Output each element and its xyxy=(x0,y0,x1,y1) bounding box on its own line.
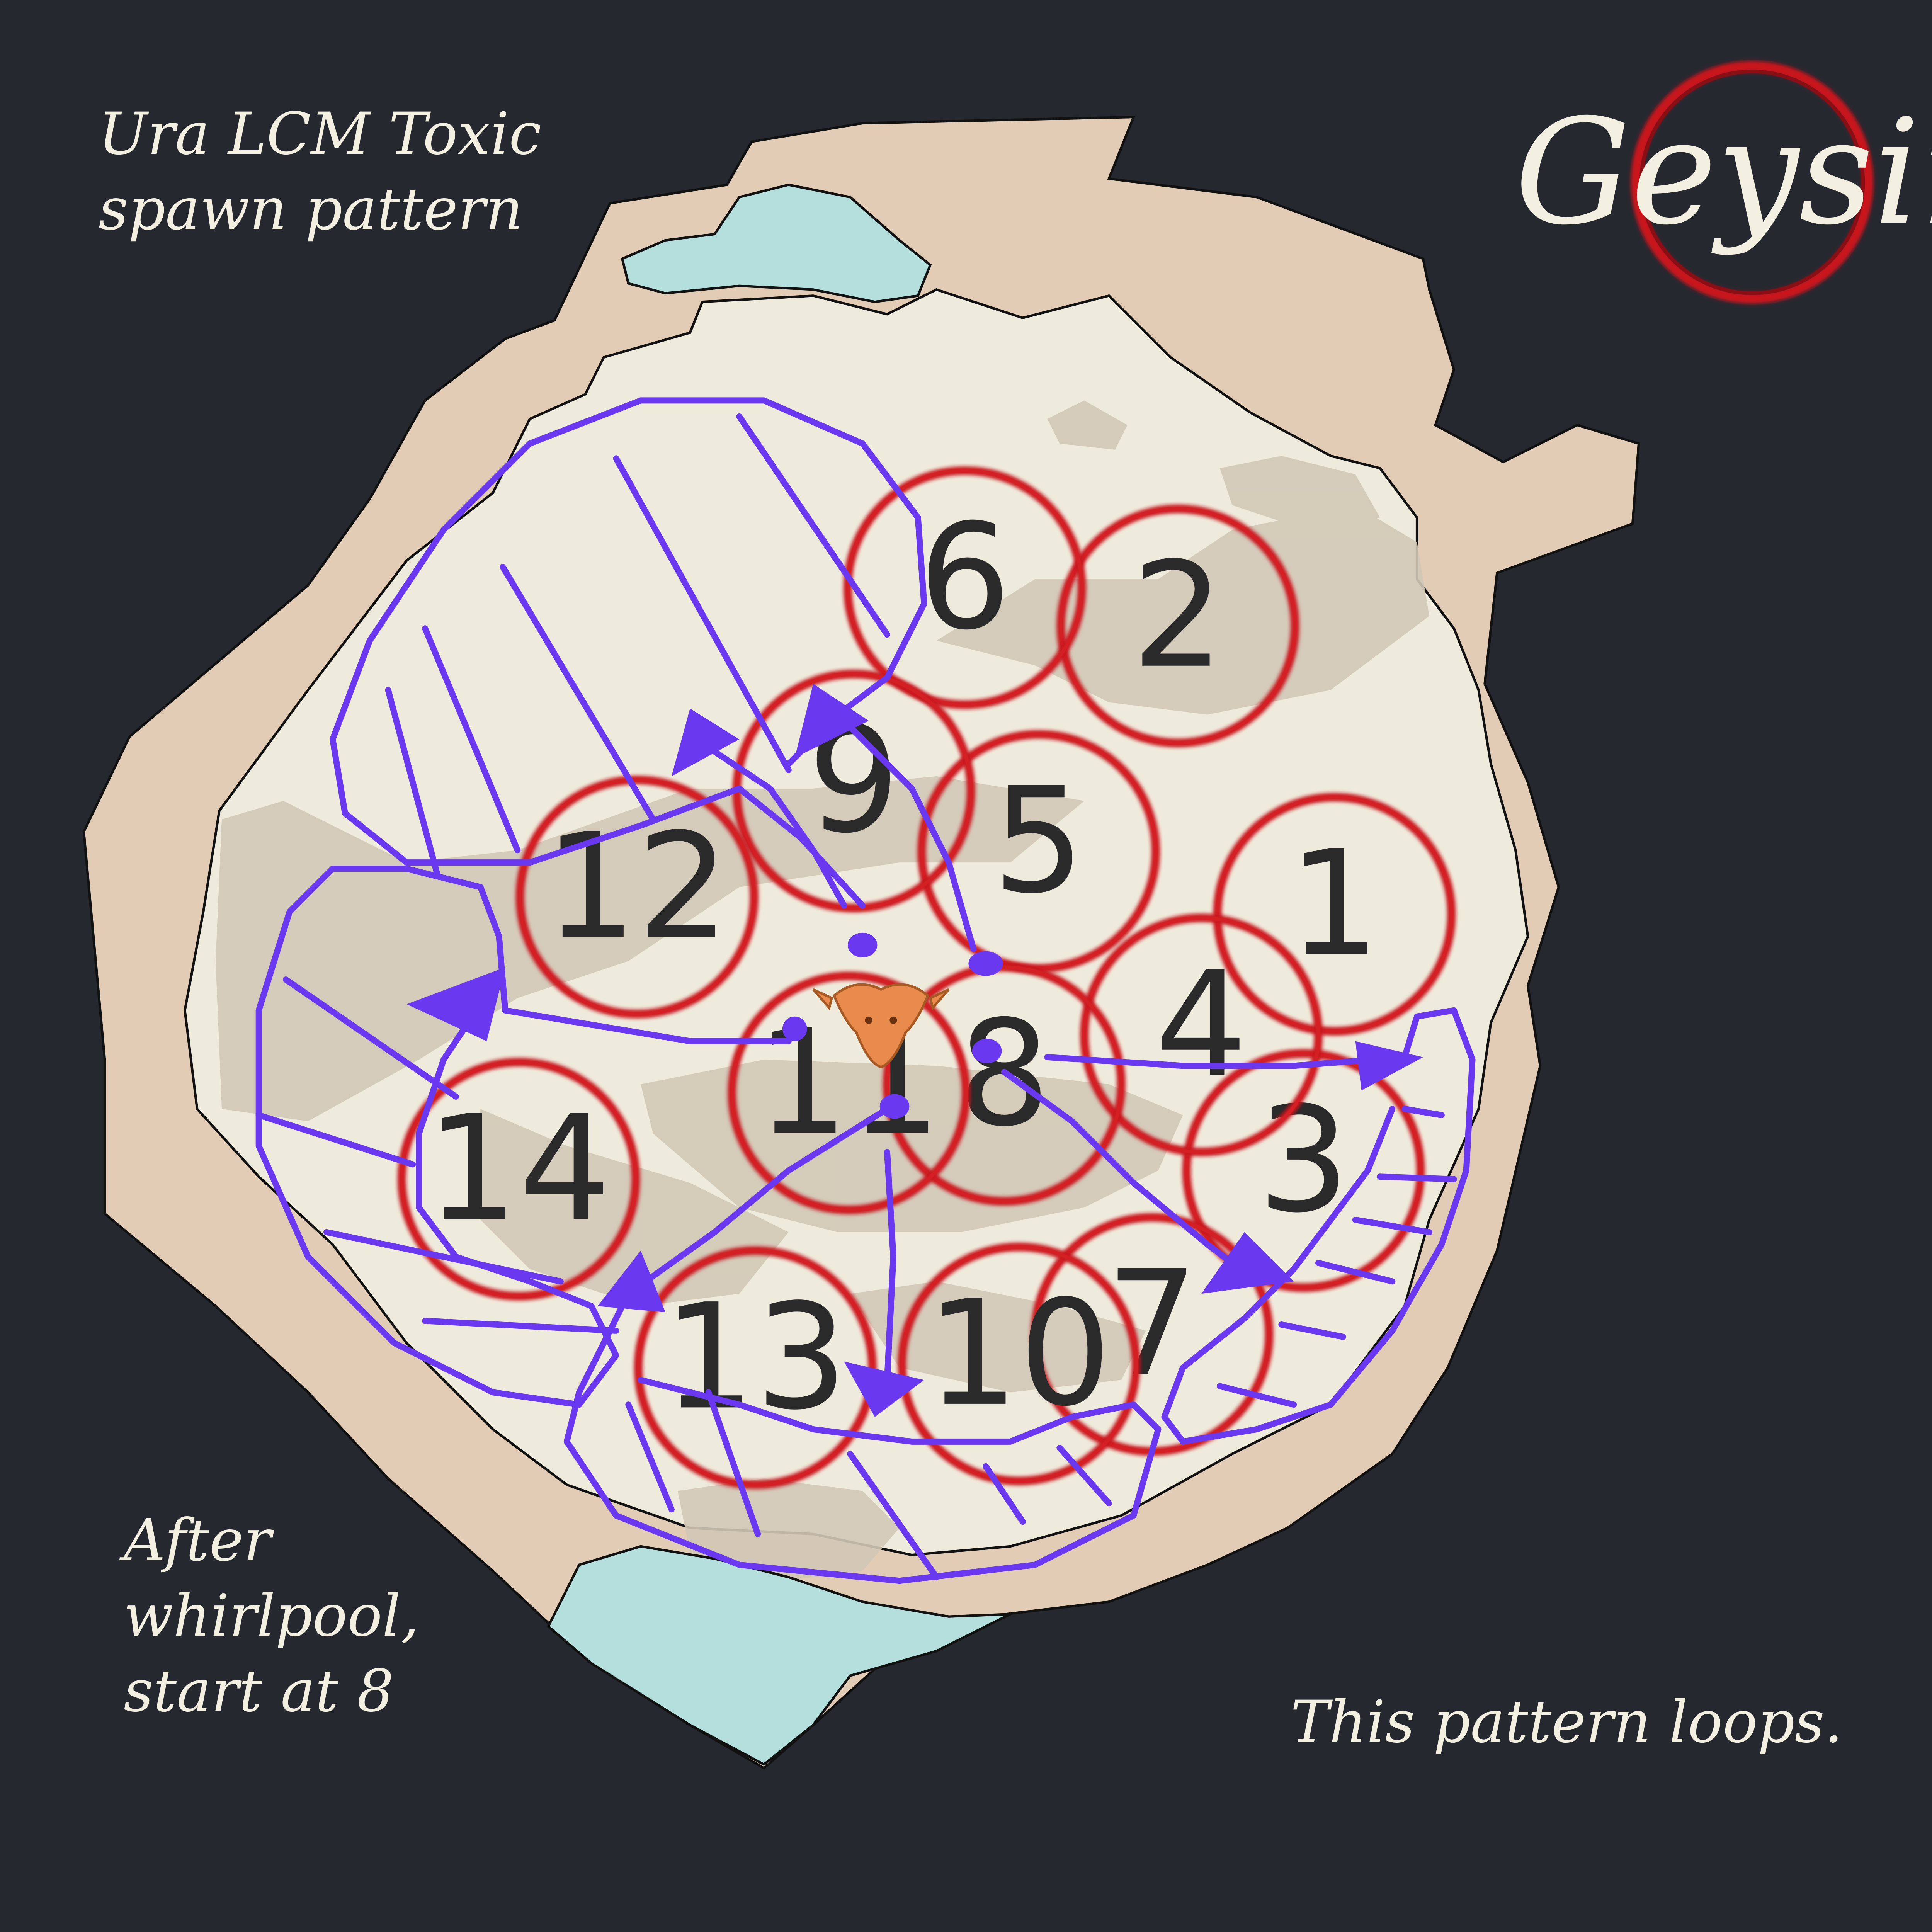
hatch-w-3 xyxy=(323,1229,564,1285)
spawn-ring-core-12 xyxy=(518,778,756,1016)
spawn-point-7: 7 xyxy=(1031,1213,1274,1456)
hatch-w-4 xyxy=(422,1318,619,1334)
spawn-label-7: 7 xyxy=(1106,1239,1198,1408)
spawn-ring-core-4 xyxy=(1082,916,1320,1154)
spawn-label-4: 4 xyxy=(1155,940,1247,1109)
path-loop-west xyxy=(255,866,792,1408)
spawn-label-6: 6 xyxy=(918,493,1011,662)
spawn-label-10: 10 xyxy=(927,1269,1112,1438)
hatch-e-5 xyxy=(1278,1321,1346,1340)
badge-ring-inner xyxy=(1639,70,1865,295)
hatch-s-3 xyxy=(847,1451,940,1580)
hatch-s-4 xyxy=(983,1463,1026,1525)
spawn-ring-core-6 xyxy=(846,469,1084,707)
spawn-ring-core-1 xyxy=(1215,795,1454,1033)
hatch-w-2 xyxy=(255,1112,416,1168)
map-title: Ura LCM Toxic spawn pattern xyxy=(99,100,542,243)
spawn-point-4: 4 xyxy=(1080,913,1323,1156)
hatch-e-3 xyxy=(1352,1216,1432,1235)
hatch-s-2 xyxy=(705,1389,761,1537)
arrow-southwest xyxy=(597,1250,665,1313)
spawn-point-6: 6 xyxy=(843,466,1086,709)
spawn-label-3: 3 xyxy=(1257,1075,1350,1245)
spawn-ring-core-8 xyxy=(885,965,1123,1203)
arrow-west xyxy=(406,967,505,1041)
movement-paths xyxy=(255,397,1476,1584)
spawn-label-5: 5 xyxy=(992,756,1085,925)
dot-8 xyxy=(972,1039,1002,1063)
dot-11 xyxy=(782,1016,807,1041)
water-pool-south xyxy=(547,1545,1011,1766)
arrow-south xyxy=(844,1361,924,1417)
spawn-label-12: 12 xyxy=(544,802,730,971)
spawn-point-2: 2 xyxy=(1056,504,1299,747)
spawn-label-13: 13 xyxy=(663,1272,848,1442)
arrow-southeast xyxy=(1201,1232,1294,1294)
dot-9 xyxy=(847,932,878,957)
hatch-w-1 xyxy=(282,976,459,1100)
spawn-label-2: 2 xyxy=(1132,531,1224,700)
spawn-label-1: 1 xyxy=(1288,819,1381,988)
arrow-north-right xyxy=(794,684,869,758)
arrow-east xyxy=(1355,1041,1423,1091)
spawn-point-1: 1 xyxy=(1213,793,1456,1036)
dot-south xyxy=(879,1094,910,1119)
spawn-ring-core-3 xyxy=(1185,1051,1423,1290)
water-pool-north xyxy=(621,184,932,303)
hatch-e-6 xyxy=(1216,1383,1297,1408)
hatch-nw-5 xyxy=(385,687,440,878)
start-note: After whirlpool, start at 8 xyxy=(124,1507,419,1725)
spawn-point-12: 12 xyxy=(515,776,759,1019)
hatch-s-5 xyxy=(1056,1444,1112,1507)
boss-head-icon xyxy=(812,983,950,1068)
path-loop-northwest xyxy=(329,397,927,909)
spawn-point-10: 10 xyxy=(898,1242,1141,1486)
path-north-9 xyxy=(711,748,847,909)
path-north-5 xyxy=(847,724,977,952)
arrow-north-left xyxy=(671,708,740,776)
spawn-point-14: 14 xyxy=(397,1058,640,1301)
spawn-label-14: 14 xyxy=(426,1084,611,1253)
path-south-drop xyxy=(884,1149,896,1383)
badge-ring xyxy=(1631,61,1874,304)
spawn-ring-core-13 xyxy=(636,1248,874,1487)
spawn-ring-core-11 xyxy=(730,974,968,1212)
spawn-ring-core-14 xyxy=(400,1060,638,1298)
hatch-nw-1 xyxy=(736,413,890,638)
hatch-nw-4 xyxy=(422,625,521,854)
start-dots xyxy=(782,932,1003,1119)
arrowheads xyxy=(406,684,1423,1417)
hatch-nw-2 xyxy=(613,455,792,773)
spawn-ring-core-10 xyxy=(900,1245,1138,1483)
spawn-point-13: 13 xyxy=(634,1246,877,1489)
hatch-nw-3 xyxy=(500,563,656,823)
dot-5 xyxy=(968,951,1003,976)
badge-label: Geysir xyxy=(1515,88,1932,257)
hatch-e-2 xyxy=(1377,1173,1457,1182)
path-southeast xyxy=(1001,1069,1260,1285)
hatch-e-4 xyxy=(1315,1260,1396,1285)
spawn-ring-core-2 xyxy=(1059,507,1297,745)
loop-note: This pattern loops. xyxy=(1291,1689,1843,1756)
hatch-s-1 xyxy=(625,1401,675,1513)
hatch-e-1 xyxy=(1401,1105,1445,1118)
